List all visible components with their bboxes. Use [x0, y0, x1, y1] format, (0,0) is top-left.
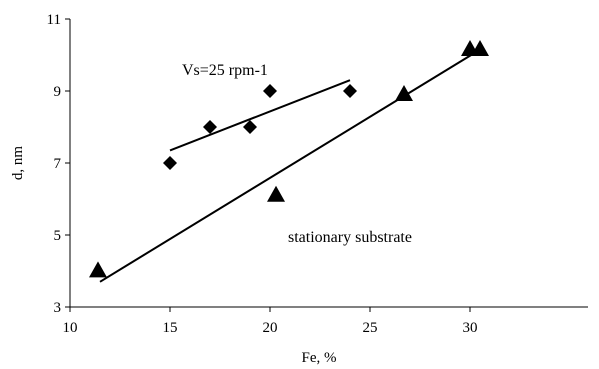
annotation-rotating-label: Vs=25 rpm-1: [182, 62, 268, 79]
triangle-marker: [89, 261, 107, 278]
triangle-marker: [395, 85, 413, 101]
annotation-stationary-label: stationary substrate: [288, 229, 412, 246]
y-tick-label: 3: [54, 300, 62, 316]
diamond-marker: [203, 120, 217, 134]
y-axis-ticks: 3 5 7 9 11: [47, 12, 70, 316]
x-tick-label: 15: [163, 320, 178, 336]
x-axis-ticks: 10 15 20 25 30: [63, 307, 478, 336]
diamond-marker: [243, 120, 257, 134]
triangle-marker: [471, 40, 489, 56]
y-tick-label: 9: [54, 84, 62, 100]
trendline-rotating: [169, 79, 351, 152]
diamond-marker: [263, 84, 277, 98]
y-tick-label: 5: [54, 228, 62, 244]
data-markers: [89, 40, 489, 278]
triangle-marker: [267, 185, 285, 202]
x-tick-label: 30: [463, 320, 478, 336]
x-tick-label: 25: [363, 320, 378, 336]
y-tick-label: 7: [54, 156, 62, 172]
x-axis-label: Fe, %: [302, 350, 337, 366]
diamond-marker: [343, 84, 357, 98]
y-axis-label: d, nm: [10, 146, 26, 181]
x-tick-label: 20: [263, 320, 278, 336]
diamond-marker: [163, 156, 177, 170]
trendline-stationary: [99, 48, 481, 283]
x-tick-label: 10: [63, 320, 78, 336]
trendlines: [99, 48, 481, 283]
y-tick-label: 11: [47, 12, 61, 28]
axes: [69, 19, 588, 308]
